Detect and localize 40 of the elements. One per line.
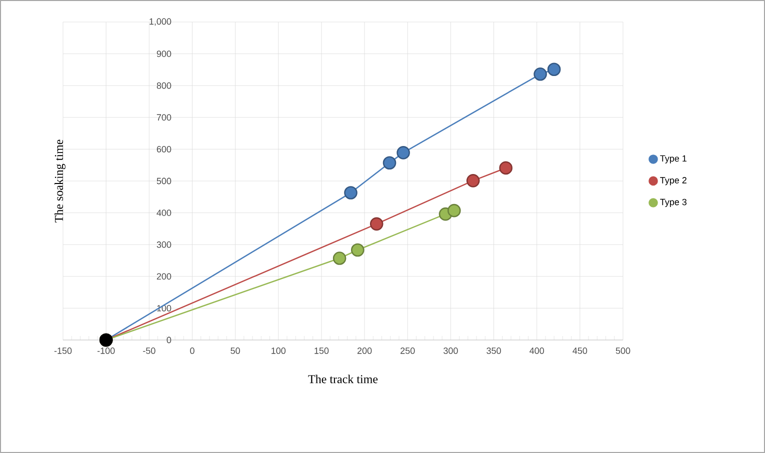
x-tick-label: 0 xyxy=(190,348,194,354)
x-tick-label: -100 xyxy=(97,348,115,354)
legend-label: Type 2 xyxy=(660,177,686,186)
point xyxy=(447,204,461,218)
point xyxy=(499,161,512,175)
x-tick-label: 250 xyxy=(400,348,415,354)
x-tick-label: 50 xyxy=(230,348,240,354)
x-axis-title: The track time xyxy=(308,374,378,384)
point xyxy=(344,186,358,200)
y-tick-label: 400 xyxy=(156,210,172,216)
point xyxy=(466,174,480,188)
y-tick-label: 200 xyxy=(156,273,172,280)
x-tick-label: 300 xyxy=(444,348,458,354)
y-tick-label: 500 xyxy=(156,178,172,184)
y-tick-label: 300 xyxy=(156,241,172,248)
x-tick-label: 400 xyxy=(530,348,544,354)
x-tick-label: 200 xyxy=(357,348,372,354)
x-tick-label: 350 xyxy=(486,348,501,354)
y-tick-label: 800 xyxy=(156,82,172,89)
y-tick-label: 1,000 xyxy=(150,18,172,26)
y-axis-title: The soaking time xyxy=(54,140,66,222)
x-tick-label: 150 xyxy=(314,348,329,354)
y-tick-label: 600 xyxy=(156,146,172,152)
point xyxy=(382,156,396,170)
legend-label: Type 3 xyxy=(660,198,687,207)
y-tick-label: 700 xyxy=(156,114,172,121)
x-tick-label: 500 xyxy=(616,348,630,354)
x-tick-label: -50 xyxy=(143,348,156,354)
y-tick-label: 900 xyxy=(156,50,172,57)
x-tick-label: 450 xyxy=(572,348,588,354)
y-tick-label: 0 xyxy=(166,336,172,344)
point xyxy=(332,252,346,265)
point xyxy=(350,243,364,257)
point xyxy=(370,217,384,231)
point xyxy=(547,62,561,76)
x-tick-label: -150 xyxy=(54,348,72,354)
point xyxy=(396,146,410,160)
x-tick-label: 100 xyxy=(272,348,286,354)
legend-label: Type 1 xyxy=(660,155,686,164)
point xyxy=(534,68,547,81)
